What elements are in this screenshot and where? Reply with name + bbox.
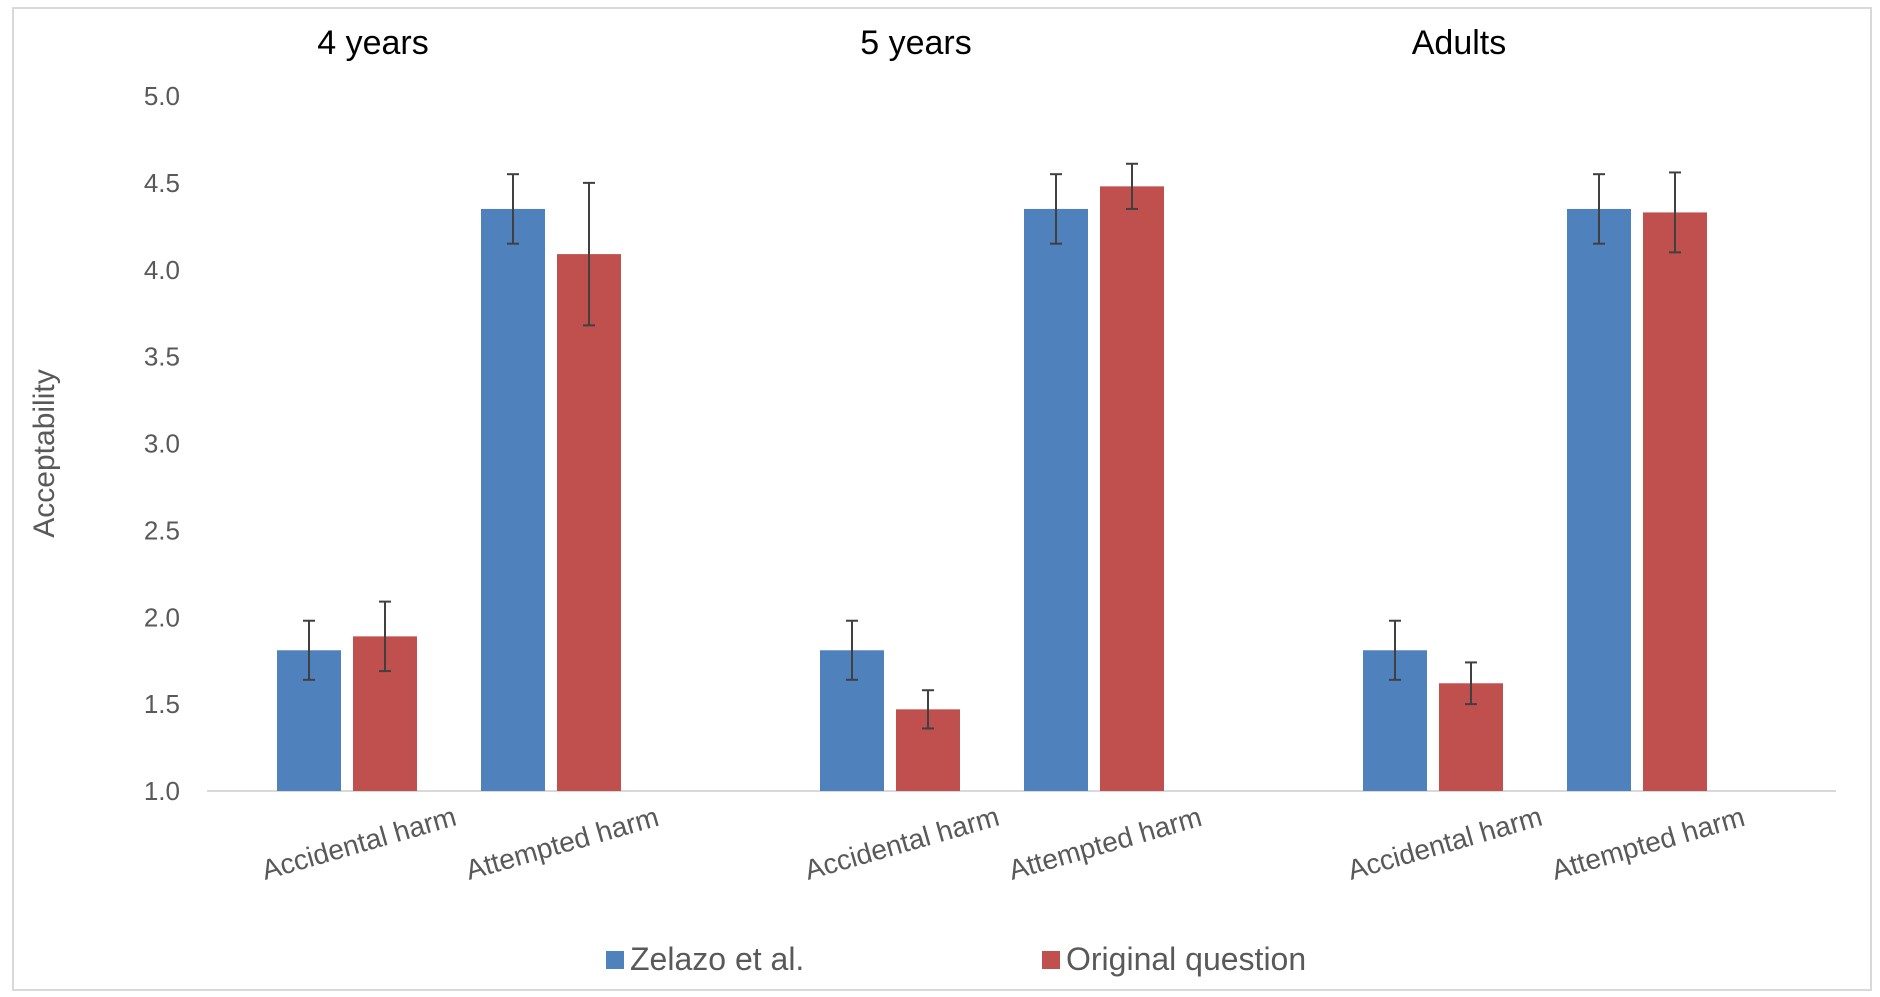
legend: Zelazo et al. Original question bbox=[606, 941, 1306, 977]
group-title: Adults bbox=[1412, 24, 1507, 62]
y-tick-label: 3.5 bbox=[144, 342, 180, 372]
group-title: 5 years bbox=[860, 24, 972, 62]
bar bbox=[1567, 208, 1631, 791]
y-tick-label: 2.5 bbox=[144, 515, 180, 545]
bar bbox=[1643, 212, 1707, 792]
legend-swatch bbox=[606, 951, 624, 969]
y-tick-label: 3.0 bbox=[144, 429, 180, 459]
y-axis-title: Acceptability bbox=[28, 369, 61, 537]
legend-label: Original question bbox=[1066, 941, 1306, 977]
chart-border bbox=[12, 7, 1872, 991]
bars bbox=[277, 186, 1707, 792]
group-titles: 4 years 5 years Adults bbox=[317, 24, 1506, 62]
y-tick-label: 2.0 bbox=[144, 602, 180, 632]
legend-label: Zelazo et al. bbox=[630, 941, 804, 977]
error-bars bbox=[303, 162, 1681, 730]
y-tick-label: 4.5 bbox=[144, 168, 180, 198]
bar bbox=[481, 208, 545, 791]
bar bbox=[1100, 186, 1164, 792]
group-title: 4 years bbox=[317, 24, 429, 62]
y-tick-label: 5.0 bbox=[144, 81, 180, 111]
y-tick-label: 1.0 bbox=[144, 776, 180, 806]
y-tick-label: 4.0 bbox=[144, 255, 180, 285]
y-axis-ticks: 1.0 1.5 2.0 2.5 3.0 3.5 4.0 4.5 5.0 bbox=[144, 81, 180, 806]
legend-swatch bbox=[1042, 951, 1060, 969]
bar bbox=[1024, 208, 1088, 791]
y-tick-label: 1.5 bbox=[144, 689, 180, 719]
bar bbox=[557, 254, 621, 792]
